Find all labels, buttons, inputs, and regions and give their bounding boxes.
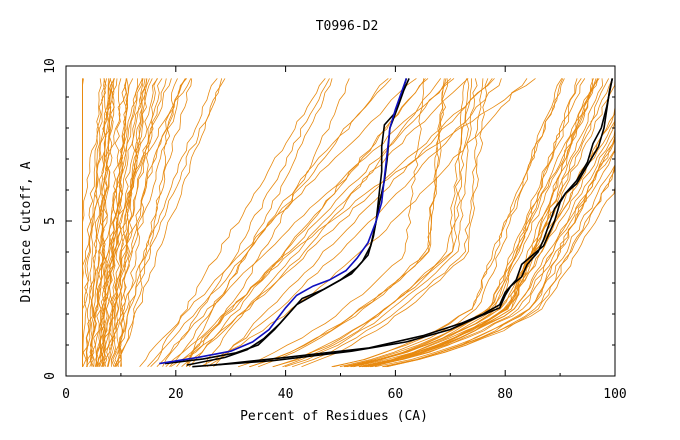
x-tick-label: 0 [62, 387, 70, 402]
model-line [82, 78, 114, 367]
x-tick-label: 40 [278, 387, 294, 402]
model-line [176, 78, 426, 367]
y-axis-ticks: 0 5 10 [43, 58, 615, 380]
model-line [99, 78, 115, 367]
model-line [112, 78, 128, 367]
model-line [331, 78, 563, 368]
model-line [89, 78, 143, 367]
x-axis-label: Percent of Residues (CA) [240, 409, 428, 424]
model-line [98, 78, 147, 367]
model-line [206, 78, 502, 368]
highlighted-series-line [159, 78, 408, 365]
model-line [115, 78, 226, 367]
model-line [147, 78, 389, 367]
model-line [150, 78, 326, 367]
model-line [272, 78, 472, 368]
model-line [169, 78, 333, 367]
x-tick-label: 80 [497, 387, 513, 402]
model-line [156, 78, 455, 367]
y-axis-label: Distance Cutoff, A [19, 161, 34, 302]
model-line [85, 78, 106, 367]
model-line [339, 78, 564, 368]
background-model-lines [82, 78, 616, 368]
model-line [282, 78, 468, 368]
model-line [113, 78, 178, 367]
model-line [90, 78, 116, 367]
model-line [358, 78, 616, 368]
model-line [284, 78, 478, 368]
x-tick-label: 20 [168, 387, 184, 402]
y-tick-label: 0 [43, 372, 58, 380]
model-line [102, 78, 167, 367]
model-line [170, 78, 442, 368]
model-line [213, 78, 495, 367]
model-line [186, 78, 392, 367]
highlighted-series-line [192, 78, 614, 368]
model-line [353, 78, 597, 368]
highlighted-model-lines [159, 78, 614, 368]
chart-title: T0996-D2 [316, 19, 379, 34]
model-line [291, 78, 484, 368]
plot-frame [65, 65, 616, 377]
model-line [82, 78, 102, 367]
model-line [382, 78, 616, 368]
model-line [139, 78, 417, 367]
model-line [181, 78, 350, 367]
model-line [186, 78, 493, 367]
x-tick-label: 60 [388, 387, 404, 402]
model-line [237, 78, 424, 368]
model-line [346, 78, 616, 368]
model-line [110, 78, 153, 367]
model-line [185, 78, 536, 367]
model-line [344, 78, 594, 368]
highlighted-series-line [186, 78, 408, 366]
highlighted-series-line [164, 78, 410, 365]
model-line [100, 78, 218, 367]
model-line [90, 78, 192, 367]
model-line [97, 78, 186, 367]
model-line [301, 78, 489, 368]
model-line [248, 78, 449, 368]
y-tick-label: 10 [43, 58, 58, 74]
x-tick-label: 100 [603, 387, 626, 402]
y-tick-label: 5 [43, 217, 58, 225]
model-line [165, 78, 452, 367]
model-line [162, 78, 330, 367]
highlighted-series-line [214, 78, 614, 366]
model-line [371, 78, 599, 368]
x-axis-ticks: 0 20 40 60 80 100 [62, 66, 627, 402]
model-line [199, 78, 528, 368]
model-line [362, 78, 614, 368]
model-line [188, 78, 429, 367]
model-line [333, 78, 565, 368]
model-line [204, 78, 469, 367]
model-line [117, 78, 187, 367]
